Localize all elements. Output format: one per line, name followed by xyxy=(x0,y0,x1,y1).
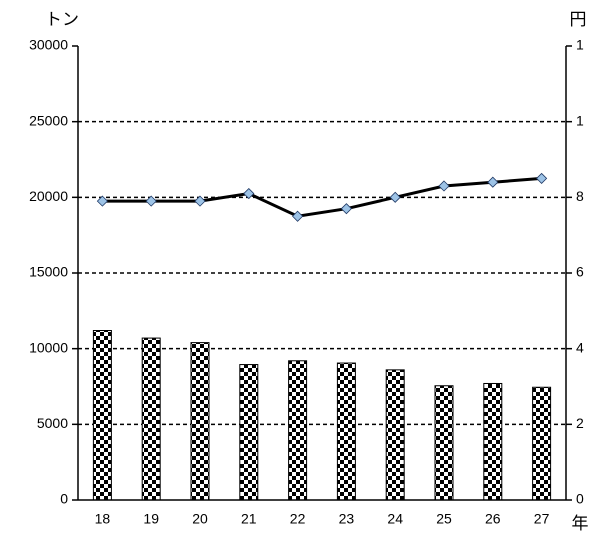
y2-axis-label: 円 xyxy=(570,10,587,30)
x-tick-label: 23 xyxy=(339,511,355,527)
y2-tick-label: 8 xyxy=(576,188,584,204)
bar xyxy=(239,364,259,501)
marker xyxy=(243,187,255,200)
x-tick-label: 20 xyxy=(192,511,208,527)
marker xyxy=(438,180,450,192)
y-tick-label: 5000 xyxy=(37,415,68,431)
bar xyxy=(434,385,454,501)
marker xyxy=(536,172,548,184)
y-tick-label: 15000 xyxy=(29,264,68,280)
bar xyxy=(336,362,356,501)
y-tick-label: 30000 xyxy=(29,37,68,53)
bar xyxy=(288,360,308,501)
y2-tick-label: 1 xyxy=(576,112,584,128)
marker xyxy=(292,210,304,222)
bar xyxy=(92,330,112,501)
x-tick-label: 24 xyxy=(387,511,403,527)
y2-tick-label: 0 xyxy=(576,491,584,507)
marker xyxy=(145,195,157,207)
bar xyxy=(483,382,503,501)
y2-tick-label: 6 xyxy=(576,264,584,280)
bar xyxy=(190,342,210,501)
x-tick-label: 25 xyxy=(436,511,452,527)
y-axis-label: トン xyxy=(45,10,79,30)
line xyxy=(102,176,542,218)
marker xyxy=(340,203,352,215)
x-tick-label: 22 xyxy=(290,511,306,527)
x-tick-label: 18 xyxy=(95,511,111,527)
marker xyxy=(487,176,499,188)
x-tick-label: 27 xyxy=(534,511,550,527)
x-axis-label: 年 xyxy=(572,514,589,534)
marker xyxy=(96,195,108,207)
x-tick-label: 26 xyxy=(485,511,501,527)
y2-tick-label: 4 xyxy=(576,339,584,355)
y-tick-label: 0 xyxy=(60,491,68,507)
marker xyxy=(389,191,401,203)
x-tick-label: 21 xyxy=(241,511,257,527)
y2-tick-label: 2 xyxy=(576,415,584,431)
y-tick-label: 20000 xyxy=(29,188,68,204)
y2-tick-label: 1 xyxy=(576,37,584,53)
marker xyxy=(194,195,206,207)
x-tick-label: 19 xyxy=(143,511,159,527)
bar xyxy=(532,386,552,501)
bar xyxy=(141,337,161,501)
bar xyxy=(385,369,405,501)
y-tick-label: 25000 xyxy=(29,112,68,128)
y-tick-label: 10000 xyxy=(29,339,68,355)
